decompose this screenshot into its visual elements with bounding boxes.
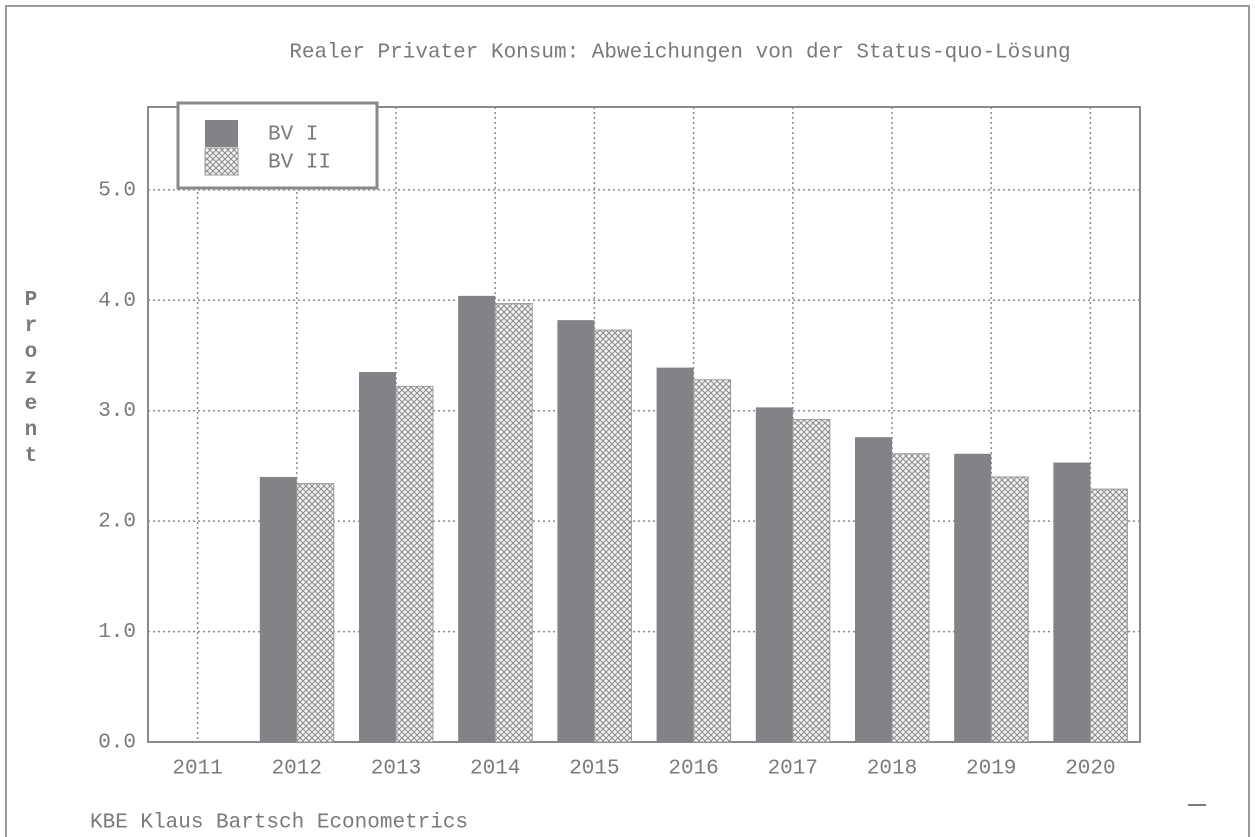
y-tick-label: 2.0 xyxy=(98,511,136,534)
x-tick-label: 2016 xyxy=(668,758,718,781)
x-tick-label: 2013 xyxy=(371,758,421,781)
x-tick-label: 2020 xyxy=(1065,758,1115,781)
y-tick-label: 4.0 xyxy=(98,290,136,313)
bar xyxy=(855,437,892,742)
x-tick-label: 2019 xyxy=(966,758,1016,781)
bar xyxy=(359,372,396,742)
y-tick-label: 5.0 xyxy=(98,179,136,202)
bar xyxy=(755,407,793,742)
bar xyxy=(458,295,496,742)
x-tick-label: 2018 xyxy=(867,758,917,781)
bar xyxy=(593,329,632,743)
plot-frame xyxy=(147,106,1141,743)
bar xyxy=(494,303,533,743)
bar xyxy=(259,476,297,742)
bar xyxy=(395,385,434,743)
chart-title: Realer Privater Konsum: Abweichungen von… xyxy=(289,42,1070,65)
y-tick-label: 1.0 xyxy=(98,621,136,644)
x-tick-label: 2015 xyxy=(569,758,619,781)
x-tick-label: 2012 xyxy=(272,758,322,781)
bar xyxy=(954,453,992,742)
bar xyxy=(1053,462,1091,742)
bar xyxy=(693,379,732,743)
bar xyxy=(656,367,694,742)
bar xyxy=(792,419,831,743)
bar xyxy=(990,476,1029,743)
x-tick-label: 2014 xyxy=(470,758,520,781)
y-axis-label: Prozent xyxy=(19,289,42,471)
legend-swatch xyxy=(204,147,239,176)
y-tick-label: 0.0 xyxy=(98,732,136,755)
footer: KBE Klaus Bartsch Econometrics xyxy=(90,812,468,835)
legend-swatch xyxy=(205,120,238,147)
x-tick-label: 2011 xyxy=(172,758,222,781)
bar xyxy=(296,483,335,743)
legend-label: BV II xyxy=(268,152,331,175)
legend-label: BV I xyxy=(268,124,318,147)
bar xyxy=(891,453,930,743)
x-tick-label: 2017 xyxy=(768,758,818,781)
bar xyxy=(557,320,595,742)
y-tick-label: 3.0 xyxy=(98,400,136,423)
frame xyxy=(5,5,1250,837)
bar xyxy=(1089,488,1128,743)
